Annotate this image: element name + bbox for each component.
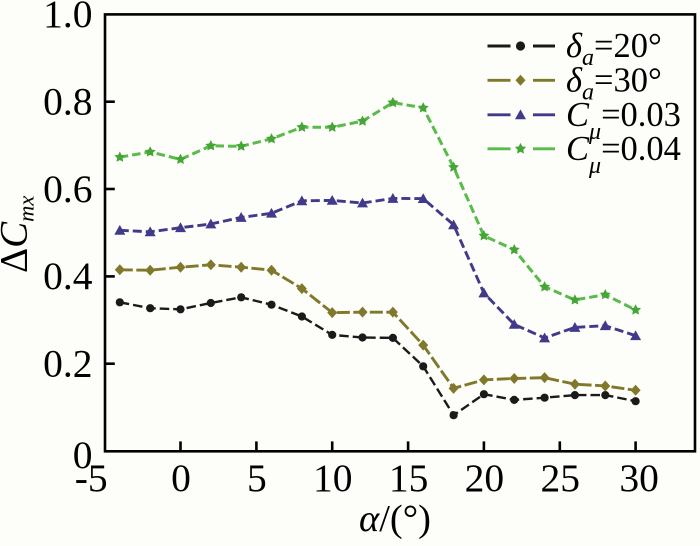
svg-text:0: 0 [73, 433, 93, 477]
svg-text:Cμ=0.04: Cμ=0.04 [566, 130, 681, 179]
svg-text:0.2: 0.2 [43, 342, 92, 386]
svg-text:30: 30 [619, 456, 659, 500]
svg-text:0.4: 0.4 [43, 254, 93, 298]
svg-text:α/(°): α/(°) [359, 498, 431, 540]
svg-text:δa=30°: δa=30° [566, 61, 662, 105]
svg-text:15: 15 [389, 456, 429, 500]
svg-text:1.0: 1.0 [43, 0, 92, 36]
svg-text:0: 0 [171, 456, 191, 500]
svg-text:δa=20°: δa=20° [566, 27, 662, 71]
svg-text:0.8: 0.8 [43, 80, 92, 124]
svg-text:5: 5 [247, 456, 267, 500]
svg-text:Cμ=0.03: Cμ=0.03 [566, 96, 681, 145]
svg-text:20: 20 [465, 456, 505, 500]
svg-text:-5: -5 [75, 456, 108, 500]
svg-text:25: 25 [540, 456, 580, 500]
svg-text:0.6: 0.6 [43, 167, 92, 211]
svg-text:10: 10 [313, 456, 353, 500]
